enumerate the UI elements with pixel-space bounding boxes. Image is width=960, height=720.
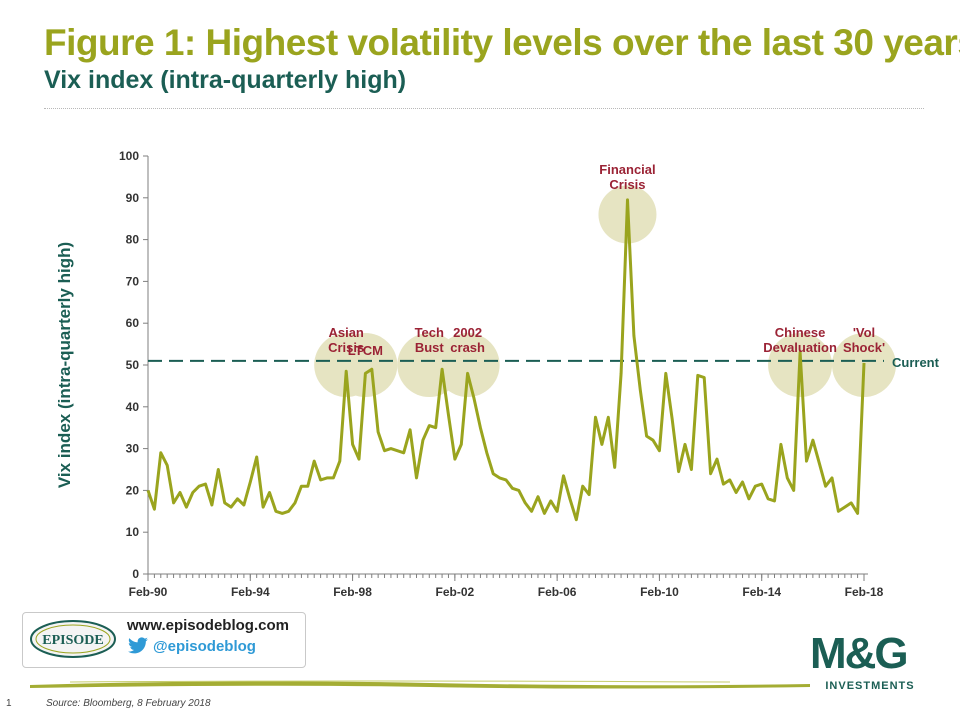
annotation-label-line: Financial [599, 162, 655, 177]
annotation-label-line: Crisis [328, 340, 364, 355]
mg-logo-text: M&G [810, 629, 909, 678]
current-level-label: Current [892, 355, 940, 370]
annotation-label: 2002 crash [450, 325, 485, 355]
x-tick-label: Feb-14 [742, 585, 781, 599]
header-divider [44, 108, 924, 109]
website-link[interactable]: www.episodeblog.com [127, 617, 289, 634]
annotation-label-line: Crisis [609, 177, 645, 192]
y-tick-label: 80 [126, 233, 140, 247]
annotation-label-line: 'Vol [853, 325, 875, 340]
y-tick-label: 30 [126, 442, 140, 456]
annotation-label-line: Asian [328, 325, 363, 340]
x-tick-label: Feb-10 [640, 585, 679, 599]
episode-branding-box: EPISODE www.episodeblog.com @episodeblog [22, 612, 306, 668]
y-tick-label: 100 [119, 149, 139, 163]
vix-line-chart: 0 10 20 30 40 50 60 70 80 90 100 Feb-90 Feb-94 Feb-98… [55, 149, 940, 599]
x-tick-label: Feb-90 [129, 585, 168, 599]
y-tick-label: 90 [126, 191, 140, 205]
y-tick-label: 40 [126, 400, 140, 414]
y-tick-label: 10 [126, 525, 140, 539]
episode-logo: EPISODE [30, 620, 116, 658]
y-tick-label: 0 [132, 567, 139, 581]
x-tick-label: Feb-94 [231, 585, 270, 599]
annotation-label: Asian Crisis [328, 325, 364, 355]
y-tick-label: 70 [126, 274, 140, 288]
y-tick-label: 60 [126, 316, 140, 330]
episode-logo-text: EPISODE [42, 633, 103, 648]
twitter-link[interactable]: @episodeblog [127, 637, 256, 655]
mg-investments-logo: M&G INVESTMENTS [810, 632, 930, 698]
annotation-label: Tech Bust [415, 325, 445, 355]
y-tick-label: 50 [126, 358, 140, 372]
annotation-label-line: Shock' [843, 340, 885, 355]
annotation-label-line: Devaluation [763, 340, 837, 355]
mg-logo-subtext: INVESTMENTS [825, 680, 915, 692]
vix-series-line [146, 198, 866, 522]
annotation-bubble [435, 333, 500, 397]
source-note: Source: Bloomberg, 8 February 2018 [46, 698, 211, 709]
y-tick-label: 20 [126, 483, 140, 497]
x-tick-label: Feb-06 [538, 585, 577, 599]
annotation-label: 'Vol Shock' [843, 325, 885, 355]
annotation-label: Chinese Devaluation [763, 325, 837, 355]
annotation-label: Financial Crisis [599, 162, 655, 192]
page-number: 1 [6, 698, 12, 709]
annotation-bubble [333, 333, 398, 397]
annotation-label-line: Chinese [775, 325, 826, 340]
page-title: Figure 1: Highest volatility levels over… [44, 22, 960, 63]
page-subtitle: Vix index (intra-quarterly high) [44, 66, 407, 94]
footer-brush-stroke [30, 680, 810, 689]
x-tick-label: Feb-98 [333, 585, 372, 599]
annotation-label-line: crash [450, 340, 485, 355]
annotation-label-line: LTCM [348, 343, 383, 358]
twitter-handle: @episodeblog [153, 637, 256, 655]
annotation-label-line: Bust [415, 340, 445, 355]
x-tick-label: Feb-18 [845, 585, 884, 599]
x-tick-label: Feb-02 [436, 585, 475, 599]
twitter-bird-icon [128, 637, 148, 654]
y-axis-title: Vix index (intra-quarterly high) [55, 242, 74, 488]
annotation-label-line: Tech [415, 325, 444, 340]
annotation-label-line: 2002 [453, 325, 482, 340]
annotation-label: LTCM [348, 343, 383, 358]
